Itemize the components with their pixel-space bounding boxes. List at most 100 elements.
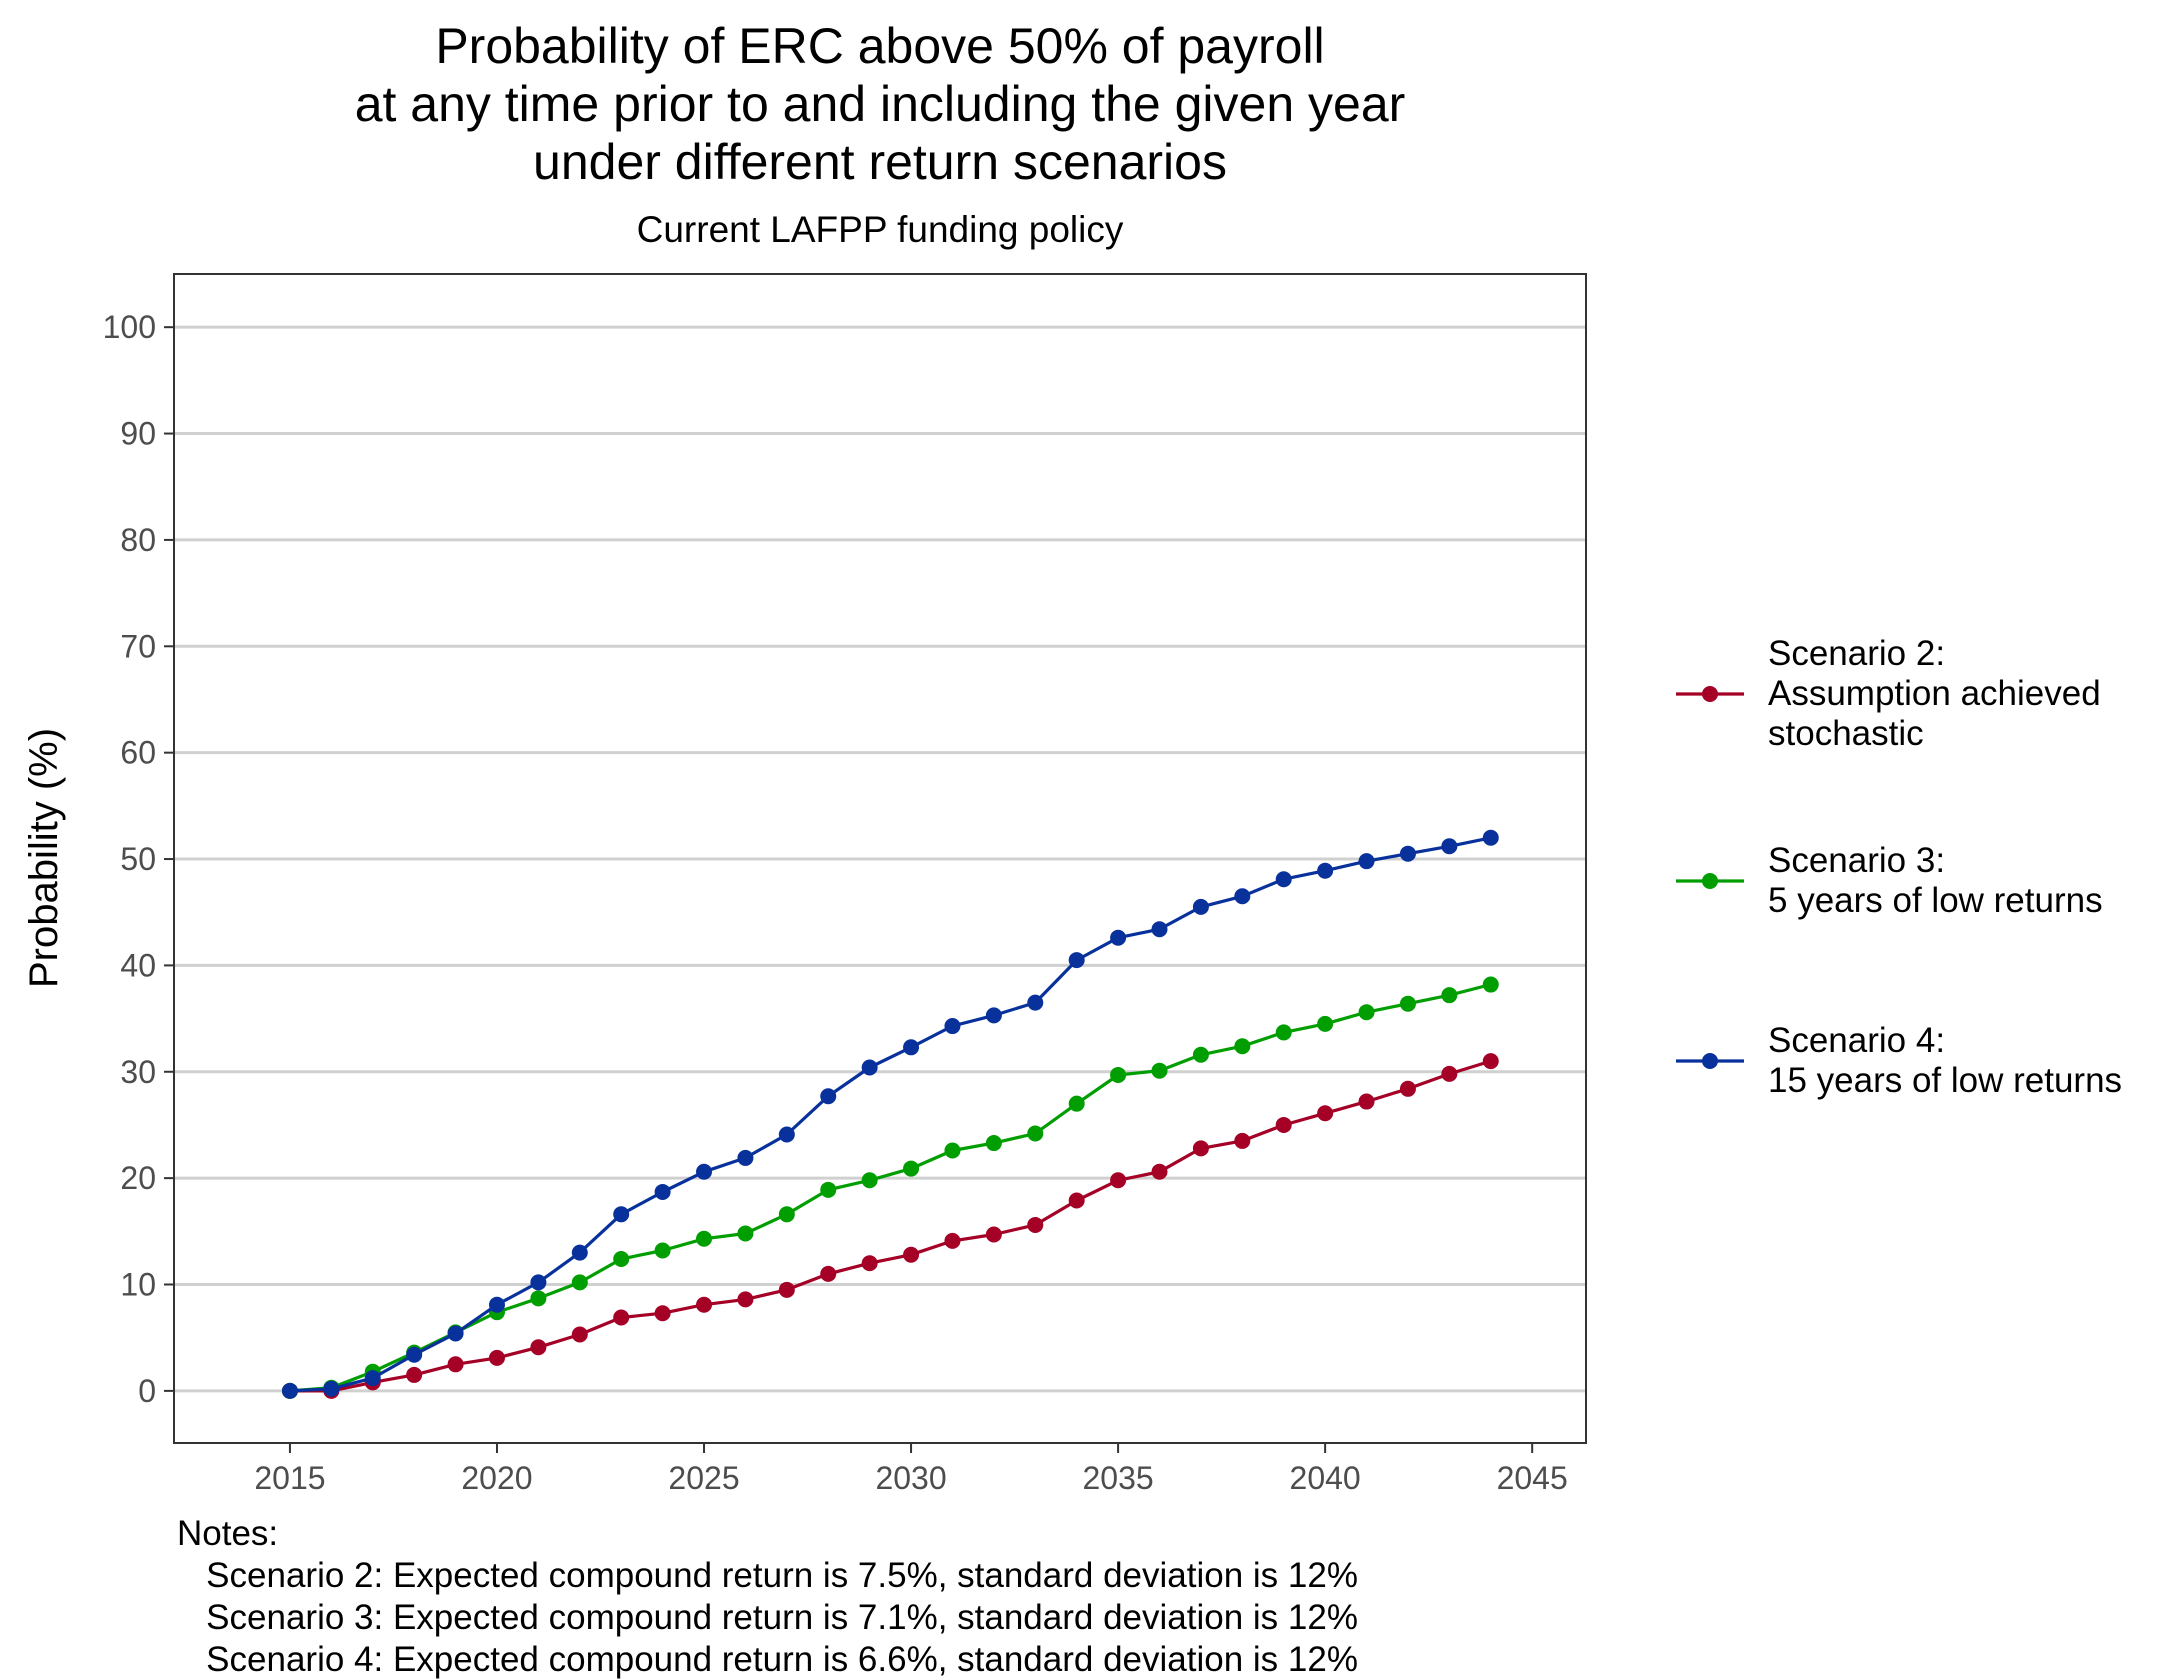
data-point — [571, 1326, 588, 1343]
data-point — [696, 1230, 713, 1247]
x-tick-label: 2035 — [1083, 1460, 1154, 1496]
y-tick-label: 60 — [120, 735, 156, 771]
data-point — [530, 1339, 547, 1356]
note-line: Scenario 4: Expected compound return is … — [177, 1640, 1358, 1679]
x-tick-label: 2030 — [875, 1460, 946, 1496]
legend-label: 5 years of low returns — [1768, 881, 2103, 920]
y-tick-label: 20 — [120, 1160, 156, 1196]
data-point — [1441, 838, 1458, 855]
gridlines — [174, 325, 1586, 1393]
data-point — [1068, 1192, 1085, 1209]
x-tick-label: 2045 — [1497, 1460, 1568, 1496]
x-axis: 2015 2020 2025 2030 2035 2040 2045 — [254, 1443, 1568, 1496]
legend-item-scenario-4: Scenario 4:15 years of low returns — [1676, 1021, 2122, 1100]
plot-area — [281, 829, 1499, 1399]
data-point — [1027, 1216, 1044, 1233]
data-point — [1151, 1163, 1168, 1180]
data-point — [985, 1226, 1002, 1243]
data-point — [1441, 1065, 1458, 1082]
data-point — [696, 1296, 713, 1313]
data-point — [447, 1325, 464, 1342]
x-tick-label: 2015 — [254, 1460, 325, 1496]
y-tick-label: 100 — [103, 309, 156, 345]
data-point — [1358, 853, 1375, 870]
data-point — [1234, 888, 1251, 905]
data-point — [1317, 1105, 1334, 1122]
data-point — [778, 1126, 795, 1143]
note-line: Scenario 2: Expected compound return is … — [177, 1556, 1358, 1595]
y-tick-label: 50 — [120, 841, 156, 877]
data-point — [323, 1380, 340, 1397]
data-point — [1441, 987, 1458, 1004]
data-point — [861, 1255, 878, 1272]
data-point — [820, 1265, 837, 1282]
data-point — [447, 1356, 464, 1373]
note-line: Scenario 3: Expected compound return is … — [177, 1598, 1358, 1637]
data-point — [1151, 921, 1168, 938]
legend-swatch-point — [1702, 686, 1718, 702]
data-point — [1358, 1004, 1375, 1021]
data-point — [903, 1246, 920, 1263]
data-point — [530, 1274, 547, 1291]
chart-title: Probability of ERC above 50% of payrolla… — [355, 18, 1406, 190]
data-point — [571, 1244, 588, 1261]
data-point — [654, 1242, 671, 1259]
x-tick-label: 2020 — [461, 1460, 532, 1496]
y-axis: 0 10 20 30 40 50 60 70 80 90 100 — [103, 309, 174, 1409]
chart-title-line-1: Probability of ERC above 50% of payroll — [435, 18, 1324, 74]
data-point — [1068, 952, 1085, 969]
chart-subtitle: Current LAFPP funding policy — [637, 209, 1124, 250]
data-point — [1192, 1140, 1209, 1157]
data-point — [1068, 1095, 1085, 1112]
data-point — [1151, 1062, 1168, 1079]
data-point — [530, 1290, 547, 1307]
series-line — [289, 836, 1492, 1393]
legend-label: Scenario 4: — [1768, 1021, 1945, 1060]
legend-label: Assumption achieved — [1768, 674, 2101, 713]
data-point — [820, 1088, 837, 1105]
data-point — [281, 1382, 298, 1399]
data-point — [1317, 1015, 1334, 1032]
data-point — [1482, 829, 1499, 846]
data-point — [1358, 1093, 1375, 1110]
y-tick-label: 70 — [120, 628, 156, 664]
data-point — [1027, 994, 1044, 1011]
x-tick-label: 2040 — [1290, 1460, 1361, 1496]
data-point — [613, 1250, 630, 1267]
data-point — [696, 1163, 713, 1180]
legend-label: 15 years of low returns — [1768, 1061, 2122, 1100]
data-point — [364, 1370, 381, 1387]
data-point — [571, 1274, 588, 1291]
data-point — [1482, 1053, 1499, 1070]
data-point — [903, 1160, 920, 1177]
data-point — [1110, 1172, 1127, 1189]
data-point — [1192, 1046, 1209, 1063]
data-point — [488, 1296, 505, 1313]
legend: Scenario 2:Assumption achievedstochastic… — [1676, 634, 2122, 1100]
data-point — [861, 1059, 878, 1076]
data-point — [1482, 976, 1499, 993]
legend-label: Scenario 3: — [1768, 841, 1945, 880]
legend-swatch-point — [1702, 1053, 1718, 1069]
data-point — [903, 1039, 920, 1056]
data-point — [1110, 1066, 1127, 1083]
data-point — [944, 1232, 961, 1249]
data-point — [488, 1349, 505, 1366]
data-point — [406, 1366, 423, 1383]
series-scenario-3 — [281, 976, 1499, 1399]
y-tick-label: 0 — [138, 1373, 156, 1409]
y-tick-label: 40 — [120, 947, 156, 983]
data-point — [1275, 1116, 1292, 1133]
y-tick-label: 90 — [120, 416, 156, 452]
legend-swatch-point — [1702, 873, 1718, 889]
notes-heading: Notes: — [177, 1514, 278, 1553]
data-point — [985, 1135, 1002, 1152]
chart-title-line-3: under different return scenarios — [533, 134, 1227, 190]
data-point — [778, 1206, 795, 1223]
data-point — [985, 1007, 1002, 1024]
data-point — [1399, 845, 1416, 862]
data-point — [1234, 1038, 1251, 1055]
y-axis-label: Probability (%) — [22, 728, 66, 988]
data-point — [1275, 871, 1292, 888]
